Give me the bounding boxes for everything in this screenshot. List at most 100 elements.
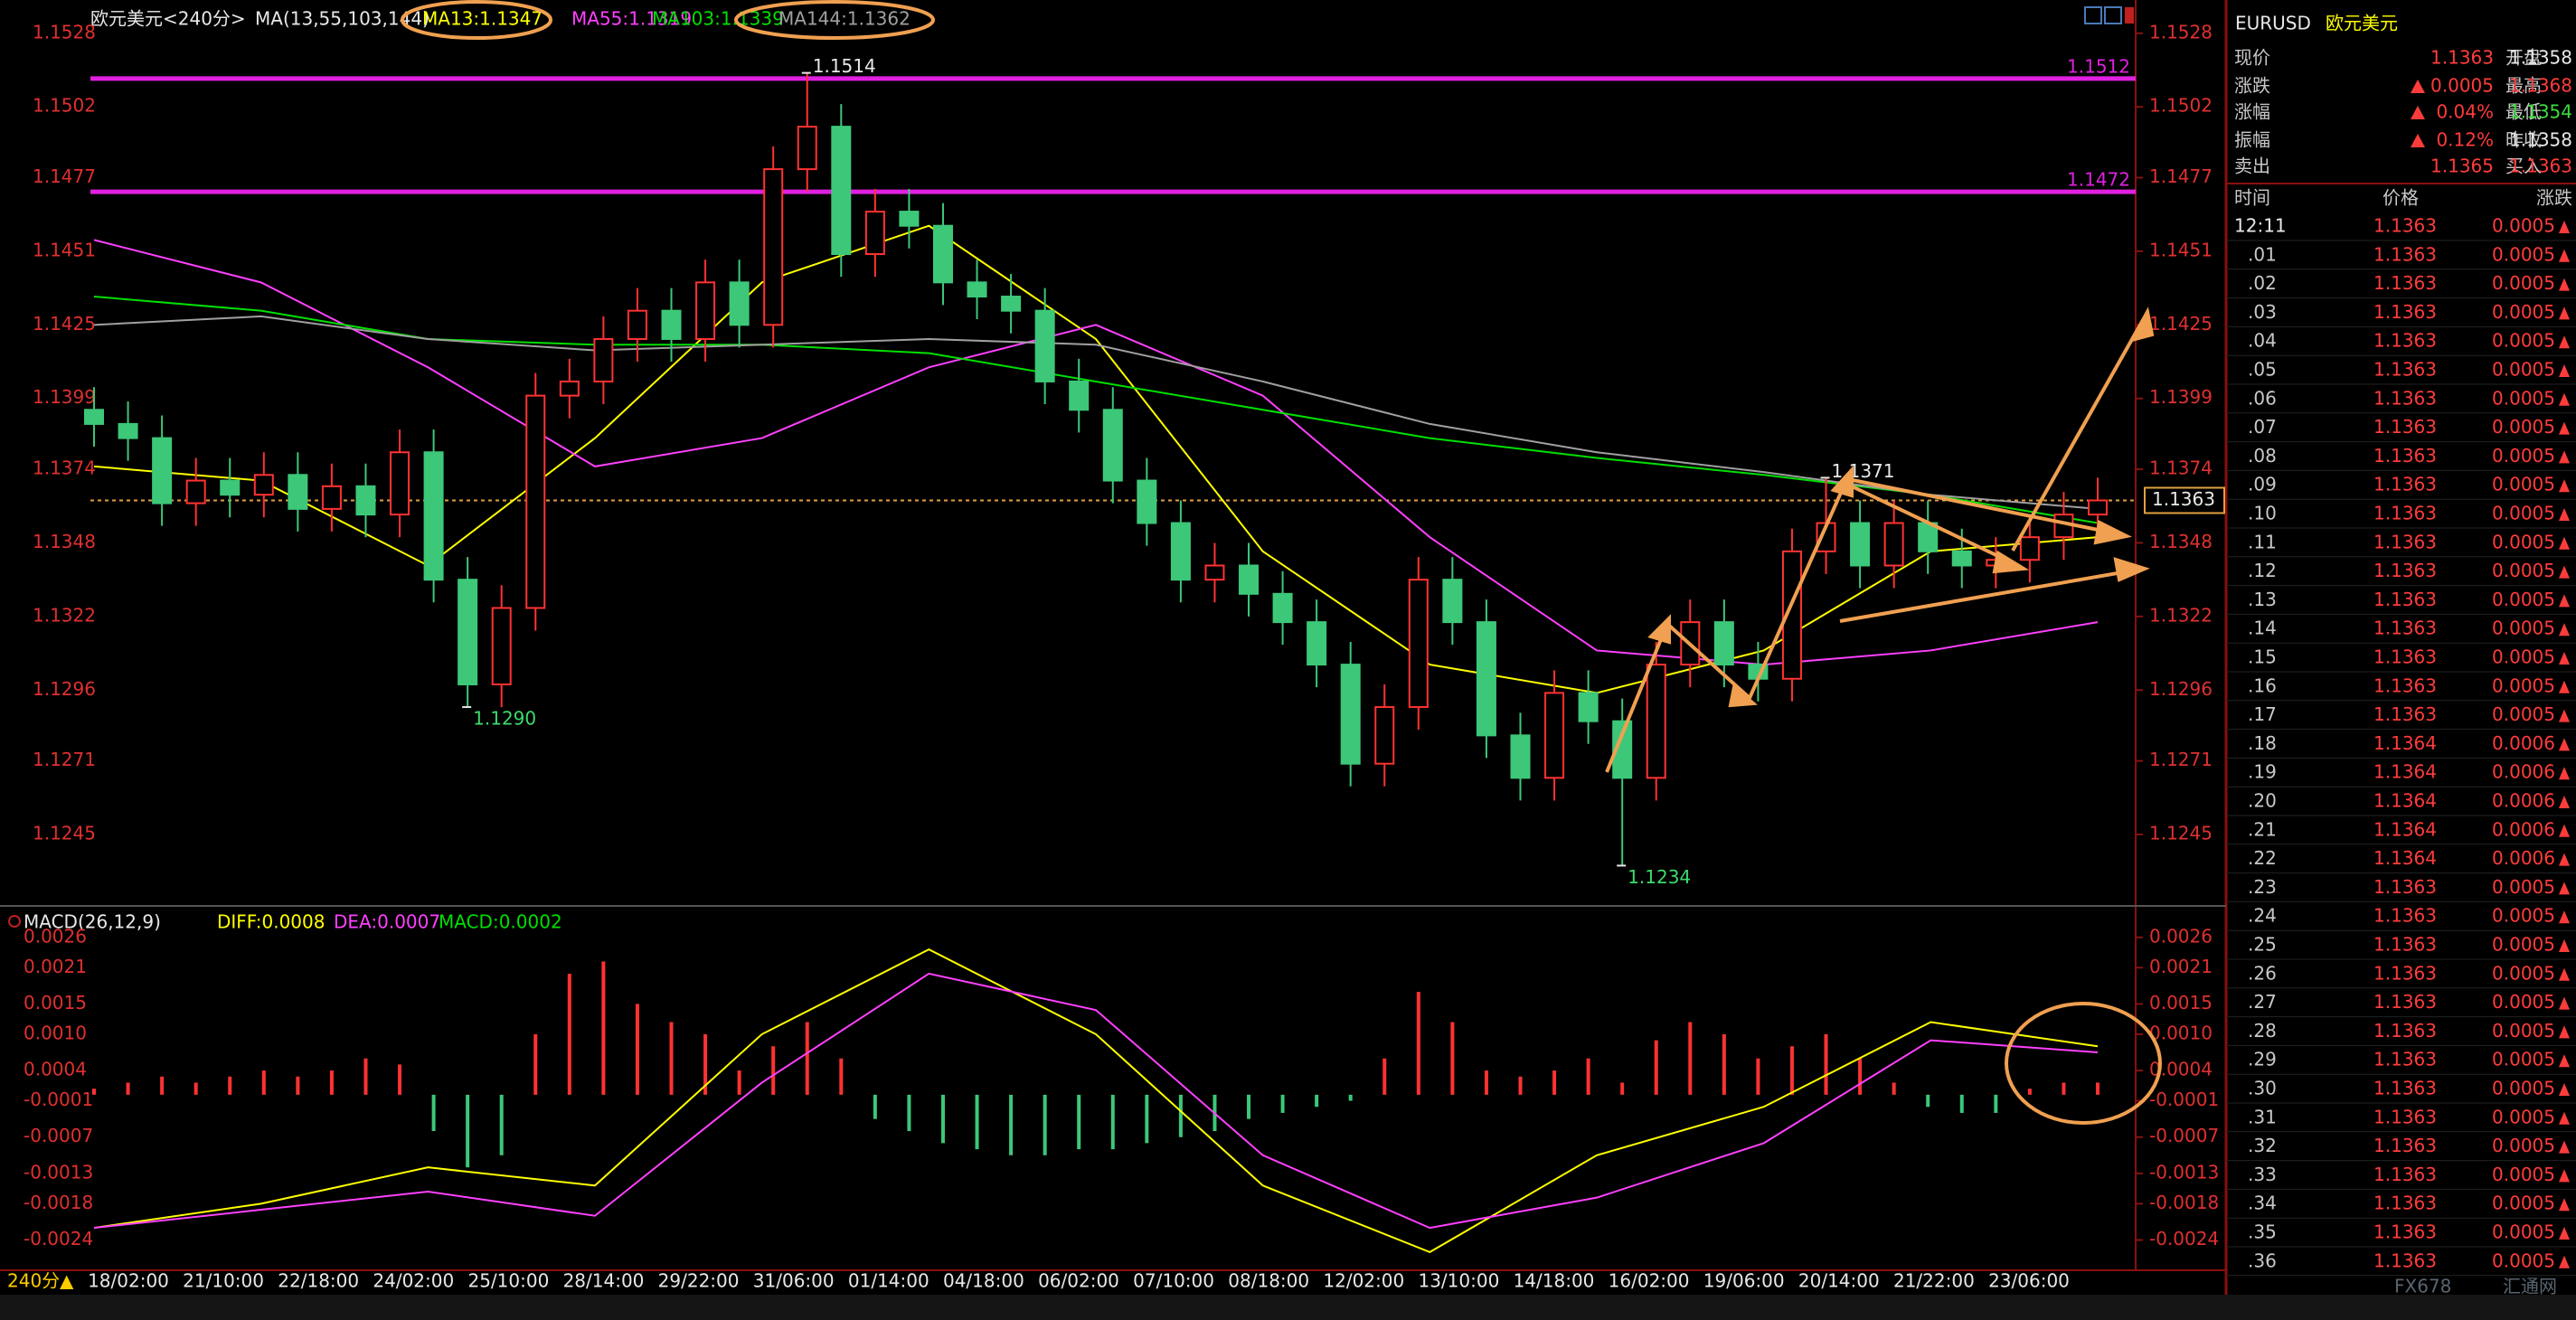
x-tick-label: 24/02:00 — [373, 1270, 454, 1292]
tick-time: .28 — [2248, 1020, 2277, 1042]
up-arrow — [2559, 1083, 2570, 1096]
tick-change: 0.0005 — [2492, 674, 2555, 696]
y-tick-label: 1.1502 — [2149, 95, 2213, 117]
quote-label: 涨跌 — [2234, 75, 2270, 97]
tick-time: .01 — [2248, 243, 2277, 265]
window-button[interactable] — [2125, 7, 2134, 24]
period-toggle[interactable]: ▲ — [60, 1270, 74, 1292]
window-button[interactable] — [2084, 6, 2102, 24]
current-price-box — [2144, 486, 2225, 514]
x-tick-label: 29/22:00 — [658, 1270, 740, 1292]
candle-body — [1578, 692, 1599, 722]
x-tick-label: 16/02:00 — [1609, 1270, 1690, 1292]
tick-price: 1.1363 — [2373, 703, 2437, 725]
tick-price: 1.1363 — [2373, 301, 2437, 323]
y-tick-label: 0.0015 — [24, 992, 87, 1014]
candle-body — [1001, 296, 1022, 312]
ma-line — [93, 315, 2099, 510]
symbol-name: 欧元美元 — [2326, 13, 2398, 34]
quote-value: 1.1365 — [2430, 156, 2494, 177]
y-tick-label: -0.0024 — [2149, 1228, 2219, 1249]
tick-time: .32 — [2248, 1135, 2277, 1156]
candle-body — [627, 309, 647, 340]
trend-arrow — [1847, 483, 2022, 569]
y-tick-label: 0.0010 — [2149, 1022, 2213, 1043]
candle-body — [1069, 380, 1090, 411]
arrow-head — [2093, 520, 2133, 545]
legend-text: MA13:1.1347 — [422, 8, 543, 30]
table-header: 涨跌 — [2536, 187, 2572, 209]
tick-price: 1.1363 — [2373, 876, 2437, 898]
up-arrow — [2559, 853, 2570, 866]
tick-price: 1.1363 — [2373, 1221, 2437, 1243]
tick-price: 1.1363 — [2373, 272, 2437, 294]
tick-change: 0.0006 — [2492, 790, 2555, 812]
tick-change: 0.0005 — [2492, 1049, 2555, 1070]
tick-time: .10 — [2248, 503, 2277, 524]
candle-body — [1442, 579, 1463, 624]
legend-text: MA103:1.1339 — [652, 8, 784, 30]
candle-body — [1340, 664, 1361, 765]
up-arrow — [2559, 536, 2570, 550]
up-arrow — [2559, 594, 2570, 608]
y-tick-label: 1.1528 — [2149, 21, 2213, 42]
y-tick-label: 0.0021 — [2149, 956, 2213, 977]
y-tick-label: 1.1399 — [2149, 386, 2213, 408]
tick-price: 1.1363 — [2373, 618, 2437, 639]
candle-body — [152, 437, 173, 504]
y-tick-label: 1.1425 — [2149, 313, 2213, 335]
tick-change: 0.0005 — [2492, 646, 2555, 668]
window-button[interactable] — [2104, 6, 2122, 24]
y-tick-label: 0.0021 — [24, 956, 87, 977]
tick-change: 0.0005 — [2492, 387, 2555, 409]
up-arrow — [2559, 709, 2570, 722]
tick-price: 1.1363 — [2373, 531, 2437, 552]
tick-change: 0.0005 — [2492, 301, 2555, 323]
candle-body — [1408, 579, 1429, 709]
y-tick-label: 1.1399 — [33, 386, 96, 408]
up-arrow — [2559, 1140, 2570, 1154]
macd-legend: DIFF:0.0008 — [217, 911, 325, 933]
candle-body — [1307, 621, 1327, 666]
tick-change: 0.0005 — [2492, 962, 2555, 984]
legend-text: 欧元美元<240分> — [90, 8, 246, 30]
tick-change: 0.0005 — [2492, 272, 2555, 294]
tick-price: 1.1363 — [2373, 330, 2437, 352]
y-tick-label: 0.0026 — [2149, 925, 2213, 947]
up-arrow — [2559, 767, 2570, 780]
tick-time: .15 — [2248, 646, 2277, 668]
tick-change: 0.0005 — [2492, 1164, 2555, 1185]
x-tick-label: 07/10:00 — [1133, 1270, 1214, 1292]
quote-value: 1.1368 — [2509, 75, 2572, 97]
tick-time: .35 — [2248, 1221, 2277, 1243]
tick-time: .03 — [2248, 301, 2277, 323]
period-label[interactable]: 240分 — [7, 1270, 60, 1292]
x-tick-label: 21/22:00 — [1893, 1270, 1975, 1292]
x-tick-label: 12/02:00 — [1323, 1270, 1404, 1292]
candle-body — [355, 485, 376, 516]
up-arrow — [2411, 106, 2425, 119]
y-tick-label: 1.1322 — [2149, 604, 2213, 626]
tick-change: 0.0005 — [2492, 359, 2555, 381]
quote-value: 1.1354 — [2509, 101, 2572, 123]
candle-body — [1272, 592, 1293, 624]
candle-body — [1239, 564, 1260, 595]
candle-body — [1034, 309, 1055, 382]
tick-time: .04 — [2248, 330, 2277, 352]
candle-body — [695, 281, 716, 340]
arrow-head — [2128, 306, 2155, 344]
tick-price: 1.1363 — [2373, 646, 2437, 668]
candle-body — [661, 309, 682, 340]
candle-body — [1476, 621, 1496, 737]
x-tick-label: 23/06:00 — [1988, 1270, 2070, 1292]
tick-change: 0.0005 — [2492, 1193, 2555, 1214]
annotation-label: 1.1371 — [1832, 460, 1895, 482]
x-tick-label: 22/18:00 — [278, 1270, 359, 1292]
tick-change: 0.0005 — [2492, 703, 2555, 725]
tick-price: 1.1363 — [2373, 1078, 2437, 1099]
candle-body — [1544, 692, 1565, 779]
y-tick-label: 0.0026 — [24, 925, 87, 947]
y-tick-label: 0.0015 — [2149, 992, 2213, 1014]
